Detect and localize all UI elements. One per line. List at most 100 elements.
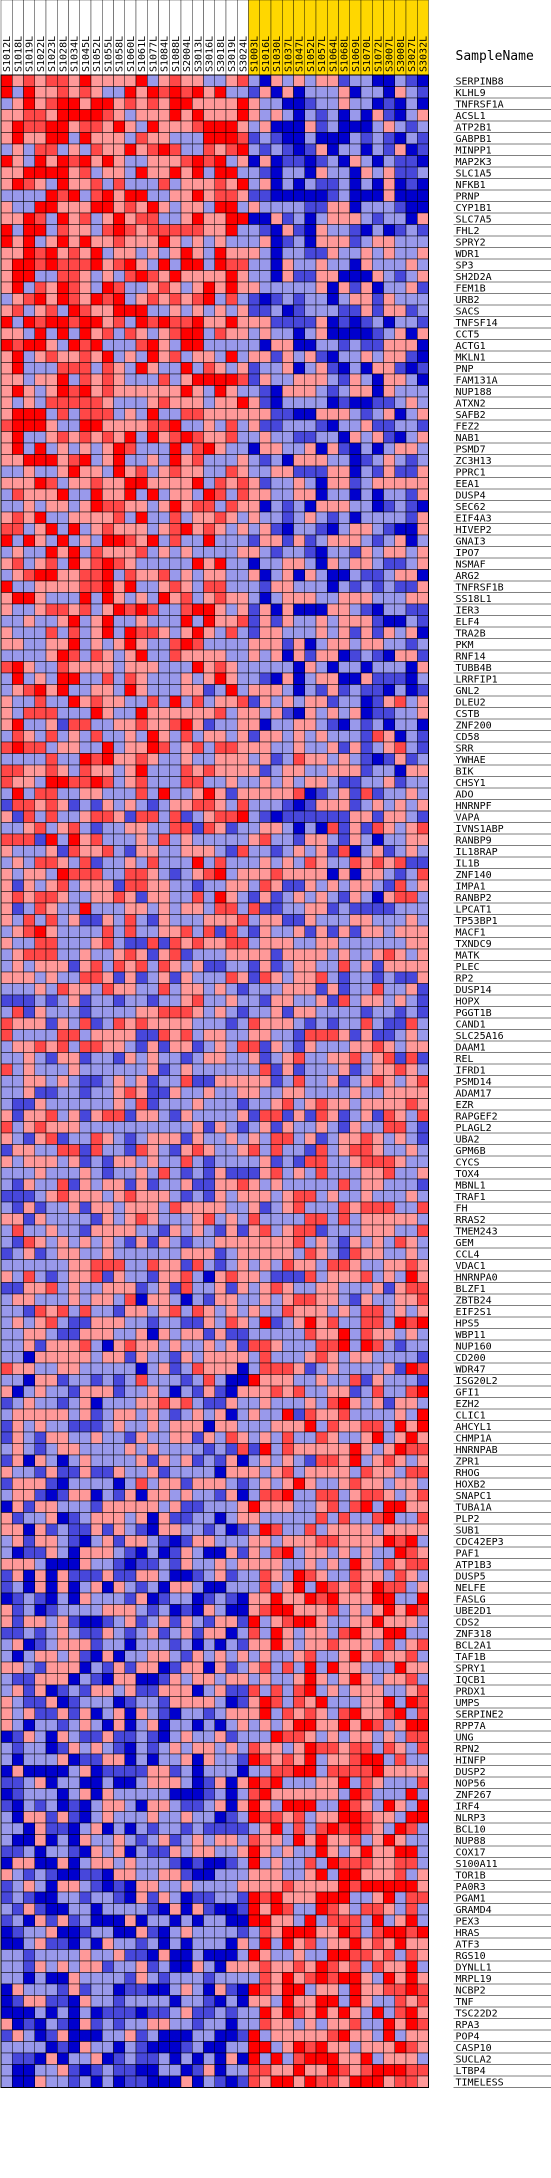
heatmap-cell	[68, 615, 80, 628]
heatmap-cell	[147, 638, 159, 651]
heatmap-cell	[293, 1190, 305, 1203]
heatmap-cell	[214, 1213, 227, 1226]
heatmap-cell	[214, 1052, 227, 1065]
heatmap-cell	[405, 546, 418, 559]
heatmap-cell	[113, 1213, 125, 1226]
heatmap-cell	[23, 1477, 35, 1490]
heatmap-cell	[124, 1385, 137, 1398]
heatmap-cell	[214, 247, 227, 260]
heatmap-cell	[45, 419, 58, 432]
heatmap-cell	[349, 1305, 362, 1318]
heatmap-cell	[0, 1052, 13, 1065]
heatmap-cell	[349, 649, 362, 662]
heatmap-cell	[57, 1006, 69, 1019]
heatmap-cell	[282, 1259, 294, 1272]
heatmap-cell	[169, 1293, 182, 1306]
heatmap-cell	[372, 500, 384, 513]
heatmap-cell	[68, 937, 80, 950]
heatmap-cell	[372, 546, 384, 559]
heatmap-cell	[79, 316, 92, 329]
heatmap-cell	[68, 695, 80, 708]
heatmap-cell	[79, 684, 92, 697]
heatmap-cell	[315, 235, 328, 248]
heatmap-cell	[102, 488, 114, 501]
heatmap-cell	[34, 971, 47, 984]
heatmap-cell	[102, 109, 114, 122]
heatmap-cell	[68, 155, 80, 168]
heatmap-cell	[57, 1305, 69, 1318]
heatmap-cell	[405, 143, 418, 156]
heatmap-cell	[225, 592, 238, 605]
heatmap-cell	[180, 1316, 193, 1329]
heatmap-cell	[214, 281, 227, 294]
heatmap-cell	[315, 350, 328, 363]
heatmap-cell	[90, 1098, 103, 1111]
heatmap-cell	[237, 86, 249, 99]
heatmap-cell	[315, 879, 328, 892]
heatmap-cell	[259, 879, 272, 892]
heatmap-cell	[259, 1086, 272, 1099]
heatmap-cell	[293, 1305, 305, 1318]
heatmap-cell	[23, 626, 35, 639]
heatmap-cell	[237, 454, 249, 467]
heatmap-cell	[158, 1052, 170, 1065]
heatmap-cell	[327, 212, 339, 225]
heatmap-cell	[259, 684, 272, 697]
heatmap-cell	[34, 281, 47, 294]
heatmap-cell	[102, 431, 114, 444]
heatmap-cell	[45, 672, 58, 685]
heatmap-cell	[259, 143, 272, 156]
heatmap-cell	[79, 914, 92, 927]
heatmap-cell	[214, 385, 227, 398]
heatmap-cell	[203, 1362, 215, 1375]
heatmap-cell	[315, 1328, 328, 1341]
heatmap-cell	[304, 856, 317, 869]
heatmap-cell	[293, 385, 305, 398]
heatmap-cell	[135, 799, 148, 812]
heatmap-cell	[394, 293, 407, 306]
heatmap-cell	[102, 316, 114, 329]
heatmap-cell	[203, 1224, 215, 1237]
heatmap-cell	[135, 891, 148, 904]
heatmap-cell	[135, 661, 148, 674]
heatmap-cell	[383, 925, 395, 938]
heatmap-cell	[90, 201, 103, 214]
heatmap-cell	[180, 1213, 193, 1226]
heatmap-cell	[79, 879, 92, 892]
heatmap-cell	[293, 178, 305, 191]
heatmap-cell	[394, 1236, 407, 1249]
heatmap-cell	[304, 546, 317, 559]
heatmap-cell	[394, 143, 407, 156]
heatmap-cell	[372, 132, 384, 145]
row-label: GFI1	[456, 1388, 480, 1399]
heatmap-cell	[90, 1121, 103, 1134]
heatmap-cell	[360, 1293, 373, 1306]
heatmap-cell	[214, 1328, 227, 1341]
heatmap-cell	[12, 339, 24, 352]
heatmap-cell	[90, 672, 103, 685]
heatmap-cell	[158, 1443, 170, 1456]
heatmap-cell	[158, 511, 170, 524]
heatmap-cell	[68, 787, 80, 800]
heatmap-cell	[315, 1178, 328, 1191]
heatmap-cell	[90, 925, 103, 938]
heatmap-cell	[68, 580, 80, 593]
heatmap-cell	[417, 1213, 429, 1226]
heatmap-cell	[383, 592, 395, 605]
heatmap-cell	[293, 74, 305, 87]
heatmap-cell	[259, 166, 272, 179]
heatmap-cell	[180, 1270, 193, 1283]
heatmap-cell	[34, 672, 47, 685]
heatmap-cell	[192, 994, 204, 1007]
heatmap-cell	[169, 1236, 182, 1249]
heatmap-cell	[293, 1178, 305, 1191]
heatmap-cell	[417, 833, 429, 846]
heatmap-cell	[79, 822, 92, 835]
heatmap-cell	[282, 488, 294, 501]
heatmap-cell	[124, 419, 137, 432]
heatmap-cell	[203, 1328, 215, 1341]
heatmap-cell	[203, 902, 215, 915]
heatmap-cell	[34, 270, 47, 283]
heatmap-cell	[327, 1178, 339, 1191]
heatmap-cell	[45, 787, 58, 800]
